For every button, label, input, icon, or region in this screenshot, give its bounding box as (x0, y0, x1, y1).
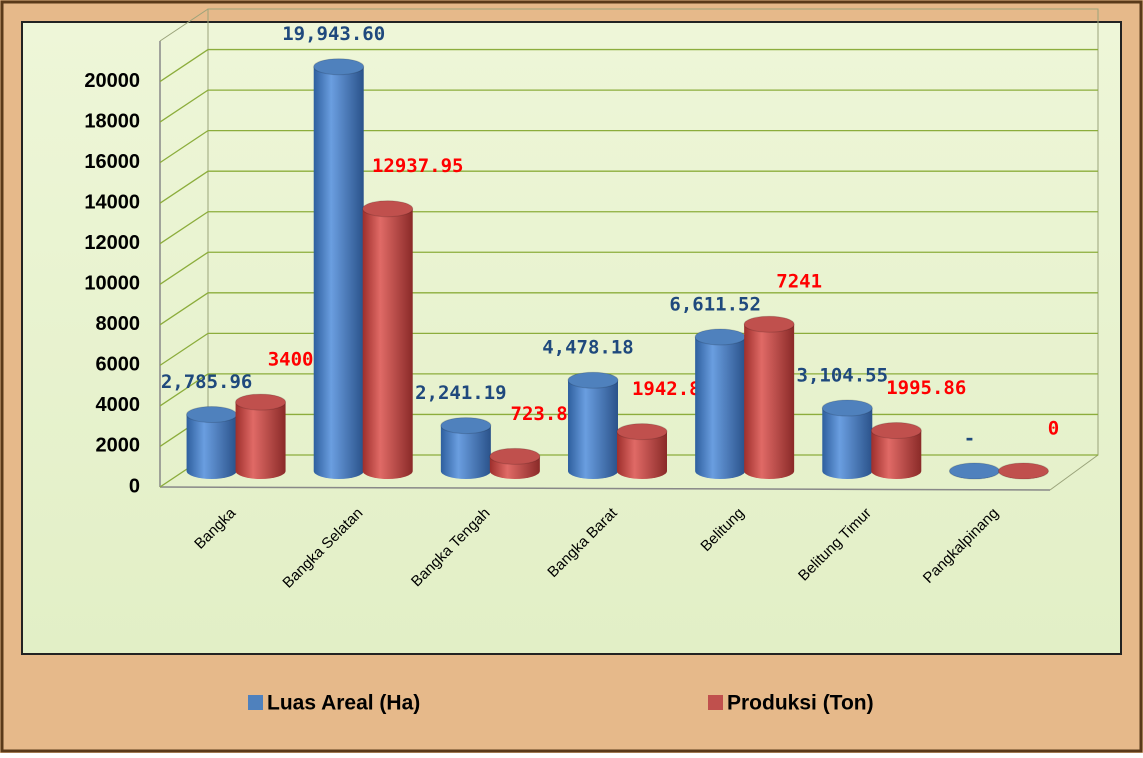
legend-swatch (708, 695, 723, 710)
grid-line (159, 332, 1098, 366)
bar-top (440, 417, 492, 435)
value-label: 2,785.96 (161, 371, 253, 393)
y-tick-label: 2000 (96, 435, 141, 457)
value-label: 7241 (776, 271, 822, 293)
bar (997, 462, 1049, 480)
value-label: 19,943.60 (282, 23, 385, 45)
y-tick-label: 14000 (84, 191, 140, 213)
value-label: 4,478.18 (542, 337, 634, 359)
bar-top (313, 58, 365, 76)
y-tick-label: 4000 (96, 394, 141, 416)
bar-top (870, 422, 922, 440)
bar-body (313, 66, 364, 479)
grid-line (159, 89, 1098, 123)
value-label: 2,241.19 (415, 382, 507, 404)
bar (489, 447, 541, 479)
bar-body (568, 380, 618, 479)
bar (362, 200, 414, 479)
grid-line (159, 251, 1098, 285)
bar (948, 462, 1000, 480)
bar (567, 371, 619, 479)
bar-body (186, 414, 237, 479)
bar-body (235, 402, 286, 479)
value-label: 3400 (268, 349, 314, 371)
bar-body (695, 336, 746, 479)
floor-front (159, 486, 1051, 491)
bar-top (362, 200, 414, 218)
y-tick-label: 16000 (84, 151, 140, 173)
bar (313, 58, 365, 479)
value-label: 6,611.52 (669, 293, 761, 315)
bar (186, 406, 238, 479)
bar-body (744, 324, 795, 479)
value-label: 0 (1048, 418, 1059, 440)
plot-panel (21, 21, 1122, 655)
value-label: 1942.85 (632, 378, 712, 400)
bar-top (694, 328, 746, 346)
bar-top (948, 462, 1000, 480)
value-label: 3,104.55 (797, 365, 889, 387)
bar-top (616, 423, 668, 441)
grid-line (159, 129, 1098, 164)
bar (235, 393, 287, 479)
bar-top (997, 462, 1049, 480)
grid-line (159, 170, 1098, 204)
value-label: 723.85 (511, 403, 580, 425)
bar-body (822, 408, 873, 479)
bar-body (440, 425, 491, 479)
y-tick-label: 8000 (96, 313, 141, 335)
legend-label: Produksi (Ton) (727, 692, 874, 715)
bar (440, 417, 492, 479)
bar (616, 423, 668, 479)
bar (870, 422, 922, 479)
y-tick-label: 6000 (96, 354, 141, 376)
grid-line (159, 292, 1098, 326)
value-label: 1995.86 (886, 377, 966, 399)
grid-line (159, 373, 1098, 407)
y-tick-label: 10000 (84, 273, 140, 295)
bar-top (235, 393, 287, 411)
bar-top (489, 447, 541, 465)
bar-top (567, 371, 619, 389)
value-label: 12937.95 (372, 155, 464, 177)
value-label: - (964, 428, 975, 450)
y-tick-label: 18000 (84, 110, 140, 132)
bar (821, 399, 873, 479)
legend-swatch (248, 695, 263, 710)
y-tick-label: 12000 (84, 232, 140, 254)
bar-top (743, 315, 795, 333)
grid-line (159, 48, 1098, 83)
bar-top (821, 399, 873, 417)
wall-edge (159, 8, 209, 42)
bar-body (871, 430, 922, 479)
bar-body (362, 208, 413, 479)
bar (694, 328, 746, 479)
floor-right (1049, 454, 1099, 491)
legend-label: Luas Areal (Ha) (267, 692, 420, 715)
bar (743, 315, 795, 479)
bar-body (617, 431, 667, 479)
y-tick-label: 0 (129, 475, 140, 497)
y-tick-label: 20000 (84, 70, 140, 92)
grid-line (159, 211, 1098, 245)
bar-top (186, 406, 238, 424)
